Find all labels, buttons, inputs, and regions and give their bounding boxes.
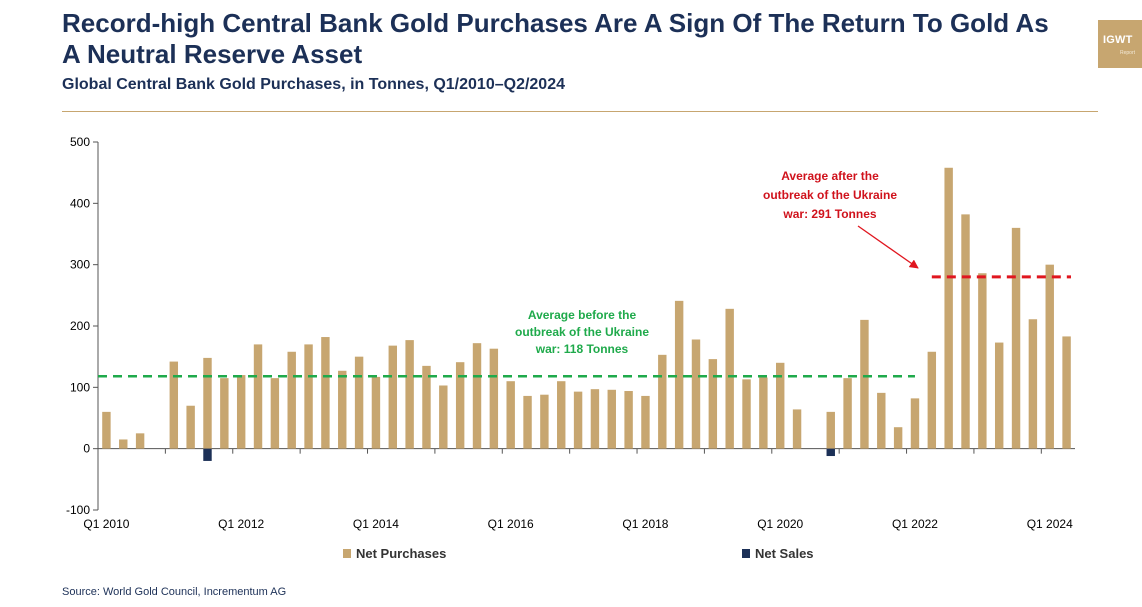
net-purchases-bar bbox=[1045, 264, 1054, 449]
net-purchases-bar bbox=[860, 319, 869, 449]
net-purchases-bar bbox=[843, 378, 852, 449]
net-purchases-bar bbox=[321, 337, 330, 449]
net-purchases-bar bbox=[658, 354, 667, 449]
annotation-arrow bbox=[857, 225, 919, 269]
header-divider bbox=[62, 111, 1098, 112]
x-tick-label: Q1 2014 bbox=[353, 517, 399, 531]
net-purchases-bar bbox=[220, 378, 229, 449]
y-tick-label: 500 bbox=[70, 135, 90, 149]
net-purchases-bar bbox=[994, 342, 1004, 449]
net-purchases-bar bbox=[540, 394, 549, 449]
logo-text: IGWT bbox=[1103, 34, 1133, 46]
net-purchases-bar bbox=[826, 411, 835, 449]
net-purchases-bar bbox=[135, 433, 145, 449]
chart-title: Record-high Central Bank Gold Purchases … bbox=[62, 8, 1049, 69]
net-purchases-bar bbox=[910, 398, 920, 449]
net-purchases-bar bbox=[590, 389, 600, 449]
net-purchases-bar bbox=[304, 344, 313, 449]
net-purchases-bar bbox=[978, 273, 987, 449]
y-tick-label: 200 bbox=[70, 319, 90, 333]
net-purchases-bar bbox=[102, 411, 111, 449]
net-purchases-bar bbox=[944, 167, 953, 449]
net-purchases-bar bbox=[1028, 319, 1038, 449]
x-tick-label: Q1 2022 bbox=[892, 517, 938, 531]
net-purchases-bar bbox=[354, 356, 364, 449]
average-before-annotation: outbreak of the Ukraine bbox=[515, 325, 649, 339]
net-purchases-bar bbox=[961, 214, 970, 449]
logo-subtext: Report bbox=[1120, 50, 1136, 56]
net-purchases-bar bbox=[1011, 227, 1021, 449]
net-purchases-bar bbox=[287, 351, 296, 449]
net-purchases-bar bbox=[236, 375, 246, 449]
net-purchases-bar bbox=[371, 376, 381, 449]
net-purchases-bar bbox=[776, 362, 785, 449]
net-purchases-bar bbox=[119, 439, 128, 449]
x-tick-label: Q1 2016 bbox=[488, 517, 534, 531]
x-tick-label: Q1 2020 bbox=[757, 517, 803, 531]
net-purchases-bar bbox=[338, 370, 347, 449]
net-purchases-bar bbox=[455, 362, 465, 449]
y-tick-label: 0 bbox=[83, 442, 90, 456]
net-purchases-bar bbox=[742, 379, 751, 449]
average-before-annotation: Average before the bbox=[528, 308, 637, 322]
net-purchases-bar bbox=[489, 348, 499, 449]
x-tick-label: Q1 2010 bbox=[83, 517, 129, 531]
y-tick-label: 400 bbox=[70, 196, 90, 210]
net-purchases-bar bbox=[169, 361, 179, 449]
net-purchases-bar bbox=[439, 385, 448, 449]
net-purchases-bar bbox=[523, 395, 532, 449]
net-sales-bar bbox=[203, 448, 212, 461]
net-purchases-bar bbox=[725, 308, 734, 449]
igwt-logo: IGWT Report bbox=[1098, 20, 1142, 68]
legend-swatch-net-purchases bbox=[343, 549, 351, 558]
net-purchases-bar bbox=[708, 359, 718, 449]
net-purchases-bar bbox=[877, 392, 886, 449]
x-tick-label: Q1 2012 bbox=[218, 517, 264, 531]
average-after-annotation: outbreak of the Ukraine bbox=[763, 188, 897, 202]
net-purchases-bar bbox=[792, 409, 802, 449]
net-purchases-bar bbox=[506, 381, 515, 449]
net-purchases-bar bbox=[405, 340, 414, 449]
legend-swatch-net-sales bbox=[742, 549, 750, 558]
net-purchases-bar bbox=[691, 339, 701, 449]
net-purchases-bar bbox=[270, 378, 280, 449]
net-purchases-bar bbox=[893, 427, 903, 449]
chart-area: -100 0 100 200 300 400 500 Q1 2010 Q1 2012 Q1 201… bbox=[66, 135, 1075, 561]
net-purchases-bar bbox=[203, 357, 212, 449]
chart-subtitle: Global Central Bank Gold Purchases, in T… bbox=[62, 76, 565, 93]
net-purchases-bar bbox=[573, 391, 583, 449]
net-sales-bar bbox=[826, 448, 835, 457]
source-note: Source: World Gold Council, Incrementum … bbox=[62, 586, 287, 598]
average-after-annotation: war: 291 Tonnes bbox=[782, 207, 876, 221]
net-purchases-bar bbox=[641, 395, 650, 449]
y-tick-label: 300 bbox=[70, 258, 90, 272]
legend-label-net-purchases: Net Purchases bbox=[356, 546, 446, 561]
net-purchases-bar bbox=[557, 381, 566, 449]
net-purchases-bar bbox=[422, 365, 431, 449]
net-purchases-bar bbox=[472, 343, 482, 449]
net-purchases-bar bbox=[624, 391, 633, 449]
y-tick-label: -100 bbox=[66, 503, 90, 517]
net-purchases-bar bbox=[759, 377, 768, 449]
net-purchases-bar bbox=[253, 344, 263, 449]
average-after-annotation: Average after the bbox=[781, 169, 879, 183]
net-purchases-bar bbox=[607, 389, 616, 449]
x-tick-label: Q1 2024 bbox=[1027, 517, 1073, 531]
net-purchases-bar bbox=[674, 300, 684, 449]
net-purchases-bar bbox=[186, 405, 195, 449]
legend-label-net-sales: Net Sales bbox=[755, 546, 814, 561]
net-purchases-bar bbox=[388, 345, 397, 449]
net-purchases-bar bbox=[1062, 336, 1071, 449]
net-purchases-bar bbox=[927, 351, 937, 449]
y-tick-label: 100 bbox=[70, 380, 90, 394]
average-before-annotation: war: 118 Tonnes bbox=[535, 342, 629, 356]
x-tick-label: Q1 2018 bbox=[622, 517, 668, 531]
